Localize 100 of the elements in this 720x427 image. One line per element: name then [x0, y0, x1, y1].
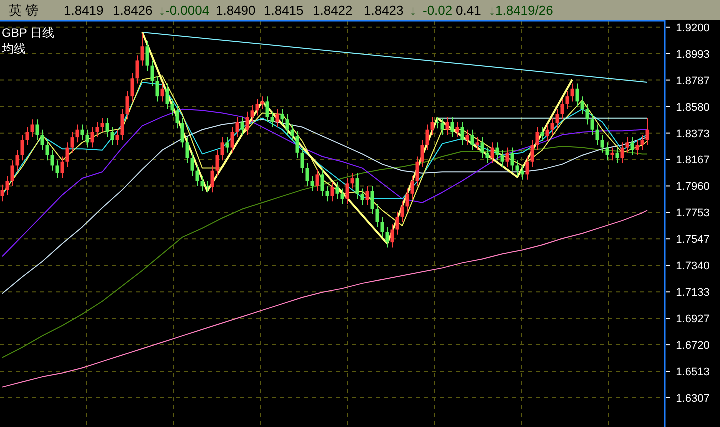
y-tick-label: 1.7133: [676, 287, 710, 300]
candlestick: [216, 150, 220, 176]
candlestick: [196, 165, 200, 187]
candlestick: [96, 122, 100, 138]
y-tick-label: 1.6513: [676, 366, 710, 379]
candlestick: [430, 116, 434, 136]
candlestick: [516, 160, 520, 176]
candlestick: [190, 152, 194, 176]
candlestick: [130, 73, 134, 102]
candlestick: [450, 116, 454, 138]
candlestick: [160, 83, 164, 102]
candlestick: [86, 129, 90, 148]
y-tick-label: 1.8373: [676, 128, 710, 140]
candlestick: [120, 108, 124, 141]
candlestick: [220, 137, 224, 162]
y-tick-label: 1.6307: [676, 392, 710, 405]
candlestick: [556, 108, 560, 130]
candlestick: [500, 150, 504, 168]
candlestick: [566, 90, 570, 110]
candlestick: [560, 98, 564, 120]
candlestick: [100, 118, 104, 133]
y-tick-label: 1.6720: [676, 340, 710, 352]
candlestick: [490, 142, 494, 164]
candlestick: [316, 169, 320, 192]
candlestick: [90, 126, 94, 148]
text: ↓1.8419/26: [489, 3, 554, 18]
candlestick: [250, 105, 254, 123]
candlestick: [10, 160, 14, 187]
text: 1.8422: [313, 3, 353, 18]
candlestick: [346, 178, 350, 205]
line-series: [2, 82, 648, 200]
candlestick: [266, 96, 270, 123]
text: 1.8490: [216, 3, 256, 18]
line-series: [2, 210, 648, 388]
line-series: [142, 32, 574, 245]
candlestick: [200, 175, 204, 192]
candlestick: [36, 119, 40, 141]
candlestick: [16, 150, 20, 172]
line-series: [2, 76, 648, 226]
line-series: [2, 119, 648, 294]
candlestick: [400, 201, 404, 223]
candlestick: [540, 126, 544, 142]
candlestick: [26, 126, 30, 146]
text: 1.8419: [64, 3, 104, 18]
candlestick: [256, 98, 260, 116]
candlestick: [466, 129, 470, 146]
candlestick: [380, 216, 384, 238]
y-tick-label: 1.7960: [676, 181, 710, 194]
candlestick: [576, 83, 580, 108]
candlestick: [440, 118, 444, 136]
candlestick: [140, 33, 144, 66]
candlestick: [136, 55, 140, 84]
candlestick: [30, 119, 34, 138]
candlestick: [456, 122, 460, 138]
candlestick: [60, 156, 64, 180]
y-tick-label: 1.9200: [676, 22, 710, 34]
candlestick: [106, 118, 110, 138]
candlestick: [390, 224, 394, 248]
candlestick: [530, 140, 534, 168]
candlestick: [396, 211, 400, 236]
candlestick: [146, 40, 150, 72]
candlestick: [296, 130, 300, 159]
candlestick: [406, 188, 410, 212]
candlestick: [320, 169, 324, 197]
candlestick: [410, 175, 414, 200]
candlestick: [580, 96, 584, 115]
candlestick: [0, 184, 4, 202]
text: 1.8426: [113, 3, 153, 18]
candlestick: [206, 180, 210, 194]
candlestick: [300, 147, 304, 174]
candlestick: [370, 186, 374, 215]
candlestick: [626, 137, 630, 154]
candlestick: [416, 156, 420, 187]
candlestick: [116, 129, 120, 146]
candlestick: [66, 142, 70, 168]
candlestick: [570, 83, 574, 102]
text: 1.8423: [364, 3, 404, 18]
candlestick: [230, 126, 234, 154]
candlestick: [180, 118, 184, 148]
candlestick: [186, 137, 190, 164]
text: ↓-0.0004: [159, 3, 210, 18]
candlestick: [606, 142, 610, 162]
candlestick: [156, 76, 160, 102]
text: 英 镑: [9, 3, 39, 18]
candlestick: [340, 188, 344, 205]
candlestick: [476, 137, 480, 151]
candlestick: [176, 105, 180, 130]
candlestick: [70, 132, 74, 154]
candlestick: [280, 108, 284, 126]
candlestick: [550, 118, 554, 136]
candlestick: [480, 137, 484, 159]
candlestick: [150, 60, 154, 87]
text: 0.41: [456, 3, 482, 18]
candlestick: [366, 186, 370, 206]
text: ↓: [410, 3, 416, 18]
y-tick-label: 1.8167: [676, 154, 710, 167]
candlestick: [326, 186, 330, 202]
candlestick: [226, 137, 230, 154]
candlestick: [616, 147, 620, 164]
candlestick: [496, 142, 500, 162]
